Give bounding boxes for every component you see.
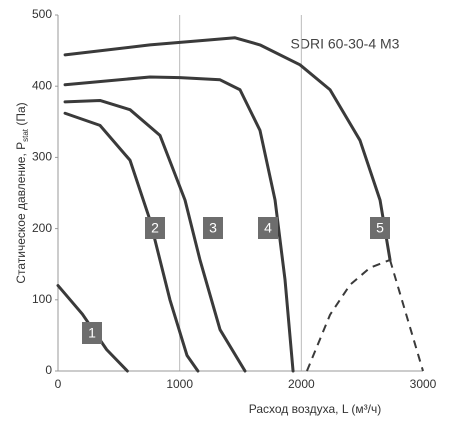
dashed-curve xyxy=(306,258,391,372)
curve-label-box xyxy=(370,217,390,239)
curve-label-box xyxy=(145,217,165,239)
y-axis-label-sub: stat xyxy=(21,128,30,142)
x-axis-label: Расход воздуха, L (м³/ч) xyxy=(249,402,382,416)
y-tick-label: 500 xyxy=(32,7,52,21)
y-tick-label: 300 xyxy=(32,150,52,164)
dashed-curve xyxy=(389,259,424,372)
y-tick-label: 200 xyxy=(32,221,52,235)
y-axis-label-part: Статическое давление, P xyxy=(14,142,28,284)
curve-label: 3 xyxy=(209,220,217,236)
y-tick-label: 100 xyxy=(32,292,52,306)
y-axis-label: Статическое давление, Pstat (Па) xyxy=(14,102,30,283)
chart-title: SDRI 60-30-4 M3 xyxy=(291,36,400,52)
x-tick-label: 2000 xyxy=(288,377,315,391)
curve-label: 2 xyxy=(151,220,159,236)
x-tick-label: 3000 xyxy=(410,377,437,391)
curve-label-box xyxy=(203,217,223,239)
fan-curve xyxy=(63,75,295,373)
curve-label: 4 xyxy=(264,220,272,236)
curve-label-box xyxy=(258,217,278,239)
x-tick-label: 0 xyxy=(55,377,62,391)
curve-label-box xyxy=(82,322,102,344)
fan-curve xyxy=(63,98,247,373)
y-tick-label: 0 xyxy=(45,363,52,377)
y-tick-label: 400 xyxy=(32,78,52,92)
curve-label: 5 xyxy=(376,220,384,236)
x-tick-label: 1000 xyxy=(166,377,193,391)
fan-curve xyxy=(63,36,392,262)
curve-label: 1 xyxy=(88,325,96,341)
y-axis-label-part: (Па) xyxy=(14,102,28,129)
